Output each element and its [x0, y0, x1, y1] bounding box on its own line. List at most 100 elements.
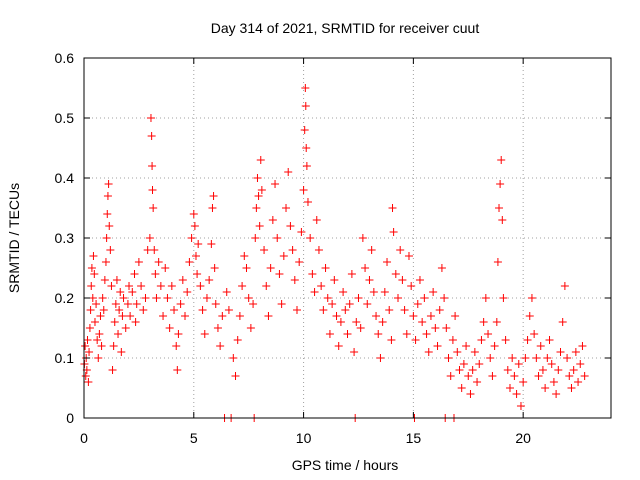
data-point — [424, 348, 433, 356]
data-point — [501, 336, 510, 344]
data-point — [387, 336, 396, 344]
data-point — [495, 204, 504, 212]
data-point — [161, 264, 170, 272]
data-point — [484, 330, 493, 338]
data-point — [356, 324, 365, 332]
data-point — [514, 360, 523, 368]
data-point — [437, 264, 446, 272]
data-point — [121, 324, 130, 332]
data-point — [556, 348, 565, 356]
data-point — [383, 258, 392, 266]
data-point — [150, 246, 159, 254]
data-point — [536, 342, 545, 350]
data-point — [231, 372, 240, 380]
data-point — [530, 330, 539, 338]
data-point — [558, 318, 567, 326]
data-point — [565, 372, 574, 380]
tick-labels-layer: 0 0.1 0.2 0.3 0.4 0.5 0.6 0 5 10 15 20 — [55, 50, 532, 446]
x-tick-label: 20 — [515, 430, 531, 446]
points-layer — [80, 84, 589, 422]
data-point — [323, 294, 332, 302]
data-point — [229, 354, 238, 362]
data-point — [123, 300, 132, 308]
data-point — [534, 372, 543, 380]
data-point — [497, 156, 506, 164]
data-point — [92, 300, 101, 308]
data-point — [210, 264, 219, 272]
data-point — [152, 294, 161, 302]
data-point — [111, 300, 120, 308]
y-tick-label: 0.6 — [55, 50, 75, 66]
data-point — [302, 162, 311, 170]
data-point — [466, 390, 475, 398]
data-point — [131, 318, 140, 326]
data-point — [102, 234, 111, 242]
data-point — [194, 240, 203, 248]
data-point — [100, 276, 109, 284]
data-point — [396, 246, 405, 254]
data-point — [374, 330, 383, 338]
data-point — [496, 180, 505, 188]
data-point — [464, 372, 473, 380]
data-point — [128, 288, 137, 296]
data-point — [213, 324, 222, 332]
data-point — [479, 318, 488, 326]
data-point — [525, 312, 534, 320]
data-point — [156, 282, 165, 290]
data-point — [253, 174, 262, 182]
data-point — [174, 330, 183, 338]
data-point — [367, 246, 376, 254]
data-point — [183, 288, 192, 296]
data-point — [306, 234, 315, 242]
data-point — [541, 384, 550, 392]
data-point — [251, 234, 260, 242]
data-point — [453, 348, 462, 356]
data-point — [148, 186, 157, 194]
data-point — [277, 300, 286, 308]
data-point — [319, 306, 328, 314]
data-point — [440, 294, 449, 302]
y-tick-label: 0.3 — [55, 230, 75, 246]
data-point — [242, 264, 251, 272]
data-point — [448, 336, 457, 344]
data-point — [512, 390, 521, 398]
data-point — [492, 318, 501, 326]
data-point — [84, 378, 93, 386]
y-axis-label: SRMTID / TECUs — [6, 183, 22, 293]
data-point — [146, 114, 155, 122]
data-point — [89, 252, 98, 260]
chart-title: Day 314 of 2021, SRMTID for receiver cuu… — [211, 20, 480, 36]
data-point — [154, 258, 163, 266]
data-point — [208, 204, 217, 212]
data-point — [510, 372, 519, 380]
data-point — [209, 192, 218, 200]
data-point — [493, 258, 502, 266]
data-point — [260, 246, 269, 254]
data-point — [114, 330, 123, 338]
data-point — [321, 264, 330, 272]
data-point — [170, 306, 179, 314]
data-point — [104, 180, 113, 188]
data-point — [352, 318, 361, 326]
data-point — [93, 336, 102, 344]
data-point — [444, 354, 453, 362]
data-point — [330, 276, 339, 284]
data-point — [290, 276, 299, 284]
data-point — [420, 294, 429, 302]
data-point — [567, 384, 576, 392]
data-point — [235, 312, 244, 320]
data-point — [224, 306, 233, 314]
data-point — [90, 270, 99, 278]
data-point — [216, 342, 225, 350]
data-point — [325, 330, 334, 338]
data-point — [413, 300, 422, 308]
data-point — [101, 258, 110, 266]
data-point — [339, 288, 348, 296]
data-point — [422, 330, 431, 338]
data-point — [189, 210, 198, 218]
data-point — [198, 306, 207, 314]
y-tick-label: 0.2 — [55, 290, 75, 306]
data-point — [314, 246, 323, 254]
data-point — [119, 294, 128, 302]
data-point — [246, 324, 255, 332]
